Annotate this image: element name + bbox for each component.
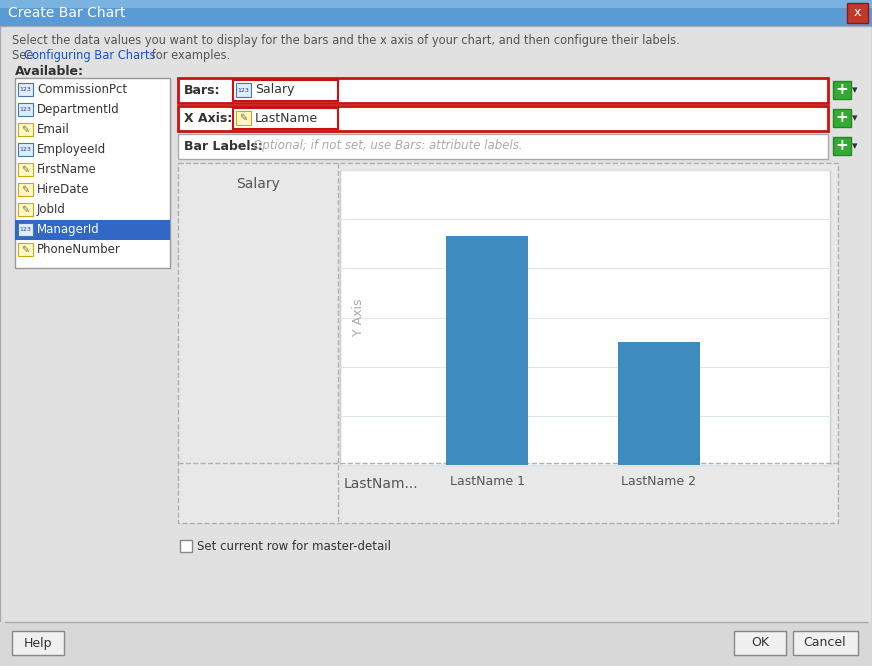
Text: ✎: ✎ (21, 184, 29, 194)
FancyBboxPatch shape (617, 342, 699, 465)
FancyBboxPatch shape (0, 26, 872, 666)
FancyBboxPatch shape (833, 109, 851, 127)
Text: x: x (854, 7, 861, 19)
FancyBboxPatch shape (178, 134, 828, 159)
Text: X Axis:: X Axis: (184, 111, 232, 125)
FancyBboxPatch shape (0, 0, 872, 26)
Text: 123: 123 (19, 87, 31, 92)
Text: Email: Email (37, 123, 70, 136)
Text: ▾: ▾ (852, 85, 858, 95)
Text: ✎: ✎ (21, 244, 29, 254)
FancyBboxPatch shape (15, 78, 170, 268)
Text: LastName 1: LastName 1 (449, 475, 524, 488)
Text: Salary: Salary (236, 177, 280, 191)
FancyBboxPatch shape (18, 143, 33, 156)
FancyBboxPatch shape (18, 183, 33, 196)
Text: 123: 123 (19, 227, 31, 232)
Text: LastName: LastName (255, 111, 318, 125)
FancyBboxPatch shape (18, 103, 33, 116)
FancyBboxPatch shape (178, 78, 828, 103)
Text: ▾: ▾ (852, 141, 858, 151)
FancyBboxPatch shape (833, 137, 851, 155)
Text: ✎: ✎ (21, 125, 29, 135)
Text: FirstName: FirstName (37, 163, 97, 176)
FancyBboxPatch shape (18, 83, 33, 96)
Text: +: + (835, 111, 848, 125)
Text: Help: Help (24, 637, 52, 649)
Text: ✎: ✎ (21, 165, 29, 174)
Text: ✎: ✎ (21, 204, 29, 214)
Text: JobId: JobId (37, 203, 66, 216)
Text: DepartmentId: DepartmentId (37, 103, 119, 116)
FancyBboxPatch shape (793, 631, 858, 655)
Text: Configuring Bar Charts: Configuring Bar Charts (24, 49, 155, 62)
FancyBboxPatch shape (734, 631, 786, 655)
Text: ▾: ▾ (852, 113, 858, 123)
Text: ManagerId: ManagerId (37, 223, 99, 236)
FancyBboxPatch shape (178, 106, 828, 131)
FancyBboxPatch shape (18, 223, 33, 236)
FancyBboxPatch shape (340, 170, 830, 465)
Text: LastNam...: LastNam... (344, 477, 419, 491)
Text: Optional; if not set, use Bars: attribute labels.: Optional; if not set, use Bars: attribut… (253, 139, 522, 153)
Text: Y Axis: Y Axis (351, 299, 364, 336)
FancyBboxPatch shape (0, 0, 872, 8)
Text: Select the data values you want to display for the bars and the x axis of your c: Select the data values you want to displ… (12, 34, 680, 47)
FancyBboxPatch shape (833, 81, 851, 99)
Text: Bar Labels:: Bar Labels: (184, 139, 262, 153)
Text: Salary: Salary (255, 83, 295, 97)
Text: LastName 2: LastName 2 (621, 475, 696, 488)
Text: PhoneNumber: PhoneNumber (37, 243, 121, 256)
Text: for examples.: for examples. (148, 49, 230, 62)
Text: Available:: Available: (15, 65, 84, 78)
Text: 123: 123 (19, 147, 31, 152)
Text: 123: 123 (19, 107, 31, 112)
FancyBboxPatch shape (12, 631, 64, 655)
Text: See: See (12, 49, 37, 62)
Text: 123: 123 (237, 87, 249, 93)
FancyBboxPatch shape (18, 123, 33, 136)
FancyBboxPatch shape (236, 111, 251, 125)
FancyBboxPatch shape (0, 622, 872, 666)
Text: OK: OK (751, 637, 769, 649)
Text: Set current row for master-detail: Set current row for master-detail (197, 539, 391, 553)
FancyBboxPatch shape (15, 220, 170, 240)
FancyBboxPatch shape (18, 163, 33, 176)
Text: +: + (835, 139, 848, 153)
FancyBboxPatch shape (18, 243, 33, 256)
FancyBboxPatch shape (180, 540, 192, 552)
Text: ✎: ✎ (239, 113, 247, 123)
FancyBboxPatch shape (178, 163, 838, 523)
FancyBboxPatch shape (233, 80, 338, 101)
Text: CommissionPct: CommissionPct (37, 83, 127, 96)
FancyBboxPatch shape (847, 3, 868, 23)
Text: Bars:: Bars: (184, 83, 221, 97)
FancyBboxPatch shape (233, 108, 338, 129)
Text: +: + (835, 83, 848, 97)
Text: Create Bar Chart: Create Bar Chart (8, 6, 126, 20)
FancyBboxPatch shape (18, 203, 33, 216)
Text: EmployeeId: EmployeeId (37, 143, 106, 156)
Text: HireDate: HireDate (37, 183, 90, 196)
Text: Cancel: Cancel (804, 637, 847, 649)
FancyBboxPatch shape (446, 236, 528, 465)
FancyBboxPatch shape (236, 83, 251, 97)
